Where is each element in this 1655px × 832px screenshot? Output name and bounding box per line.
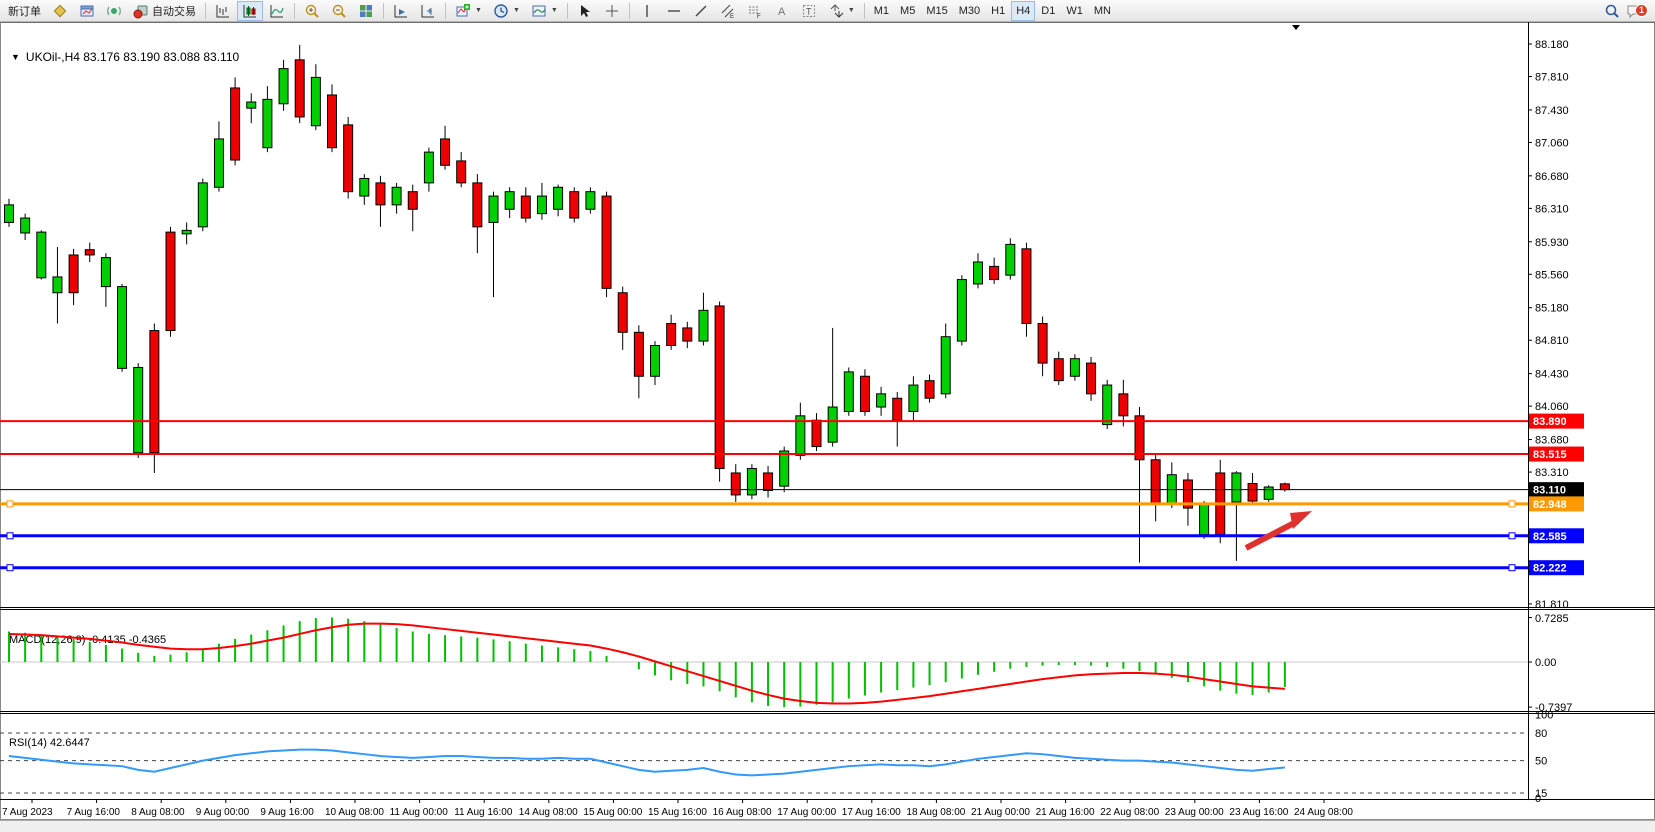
text-label-icon: T bbox=[802, 4, 815, 17]
chart-shift-button[interactable] bbox=[415, 1, 441, 21]
timeframe-h1-button[interactable]: H1 bbox=[986, 1, 1010, 21]
zoom-out-icon bbox=[332, 4, 346, 18]
text-icon: A bbox=[778, 6, 786, 18]
autotrading-label: 自动交易 bbox=[152, 5, 196, 18]
cursor-button[interactable] bbox=[572, 1, 598, 21]
chart-window[interactable]: ▼ UKOil-,H4 83.176 83.190 83.088 83.110 … bbox=[0, 22, 1655, 820]
separator bbox=[628, 2, 630, 19]
crosshair-icon bbox=[605, 4, 618, 17]
zoom-out-button[interactable] bbox=[326, 1, 352, 21]
trendline-button[interactable] bbox=[688, 1, 714, 21]
dropdown-arrow-icon: ▼ bbox=[847, 7, 855, 14]
new-order-button[interactable]: 新订单 bbox=[3, 1, 46, 21]
indicators-icon bbox=[456, 3, 470, 16]
equidistant-channel-icon: E bbox=[721, 4, 734, 19]
vertical-line-button[interactable] bbox=[634, 1, 660, 21]
search-icon bbox=[1605, 4, 1619, 18]
signals-icon-button[interactable] bbox=[101, 1, 127, 21]
periods-button[interactable]: ▼ bbox=[488, 1, 525, 21]
vertical-line-icon bbox=[646, 4, 648, 17]
horizontal-line-icon bbox=[667, 9, 680, 12]
timeframe-m5-button[interactable]: M5 bbox=[895, 1, 920, 21]
separator bbox=[205, 2, 206, 19]
charts-icon bbox=[80, 5, 94, 16]
auto-scroll-icon bbox=[394, 4, 407, 17]
svg-text:F: F bbox=[757, 14, 761, 19]
timeframe-mn-button[interactable]: MN bbox=[1089, 1, 1116, 21]
svg-text:E: E bbox=[730, 14, 734, 19]
text-button[interactable]: A bbox=[769, 1, 795, 21]
svg-text:T: T bbox=[806, 6, 812, 16]
line-chart-mode-button[interactable] bbox=[264, 1, 290, 21]
tile-windows-button[interactable] bbox=[353, 1, 379, 21]
dropdown-arrow-icon: ▼ bbox=[550, 7, 558, 14]
crosshair-button[interactable] bbox=[599, 1, 625, 21]
dropdown-arrow-icon: ▼ bbox=[512, 7, 520, 14]
separator bbox=[294, 2, 295, 19]
separator bbox=[383, 2, 384, 19]
timeframe-m1-button[interactable]: M1 bbox=[869, 1, 894, 21]
templates-icon bbox=[532, 5, 546, 16]
chart-title: ▼ UKOil-,H4 83.176 83.190 83.088 83.110 bbox=[11, 50, 239, 64]
text-label-button[interactable]: T bbox=[796, 1, 822, 21]
chart-title-text: UKOil-,H4 83.176 83.190 83.088 83.110 bbox=[25, 50, 240, 64]
rsi-label: RSI(14) 42.6447 bbox=[9, 737, 90, 749]
cursor-icon bbox=[580, 4, 590, 17]
timeframe-h4-button[interactable]: H4 bbox=[1011, 0, 1036, 21]
chat-button[interactable]: 1 bbox=[1626, 3, 1648, 19]
arrow-objects-icon bbox=[830, 3, 844, 18]
macd-label: MACD(12,26,9) -0.4135 -0.4365 bbox=[9, 634, 167, 646]
autotrading-icon bbox=[133, 5, 148, 18]
charts-icon-button[interactable] bbox=[74, 1, 100, 21]
timeframe-w1-button[interactable]: W1 bbox=[1061, 1, 1088, 21]
arrows-button[interactable]: ▼ bbox=[823, 1, 860, 21]
tile-windows-icon bbox=[360, 4, 372, 17]
quotes-icon-button[interactable] bbox=[47, 1, 73, 21]
separator bbox=[566, 2, 568, 19]
notification-badge: 1 bbox=[1634, 3, 1648, 17]
fibonacci-button[interactable]: F bbox=[742, 1, 768, 21]
zoom-in-icon bbox=[305, 4, 319, 18]
search-button[interactable] bbox=[1599, 1, 1625, 21]
line-chart-icon bbox=[270, 4, 284, 17]
quotes-icon bbox=[53, 4, 67, 17]
separator bbox=[863, 2, 865, 19]
autotrading-button[interactable]: 自动交易 bbox=[128, 1, 201, 21]
candlestick-mode-button[interactable] bbox=[237, 0, 263, 21]
toolbar: 新订单 自动交易 bbox=[0, 0, 1655, 22]
zoom-in-button[interactable] bbox=[299, 1, 325, 21]
timeframe-d1-button[interactable]: D1 bbox=[1036, 1, 1060, 21]
timeframe-m30-button[interactable]: M30 bbox=[954, 1, 985, 21]
chart-shift-icon bbox=[421, 4, 434, 17]
candlestick-chart-icon bbox=[243, 4, 256, 17]
bar-chart-icon bbox=[216, 4, 229, 17]
clock-icon bbox=[494, 3, 508, 18]
signals-icon bbox=[107, 6, 121, 15]
horizontal-line-button[interactable] bbox=[661, 1, 687, 21]
fibonacci-icon: F bbox=[748, 6, 761, 19]
timeframe-m15-button[interactable]: M15 bbox=[921, 1, 952, 21]
dropdown-arrow-icon: ▼ bbox=[475, 7, 482, 14]
bar-chart-mode-button[interactable] bbox=[210, 1, 236, 21]
status-bar bbox=[0, 820, 1655, 832]
templates-button[interactable]: ▼ bbox=[526, 1, 563, 21]
auto-scroll-button[interactable] bbox=[388, 1, 414, 21]
trendline-icon bbox=[695, 5, 707, 16]
svg-text:A: A bbox=[778, 6, 786, 18]
equidistant-channel-button[interactable]: E bbox=[715, 1, 741, 21]
chevron-down-icon[interactable]: ▼ bbox=[11, 52, 20, 62]
separator bbox=[445, 2, 446, 19]
indicators-button[interactable]: ▼ bbox=[450, 1, 487, 21]
